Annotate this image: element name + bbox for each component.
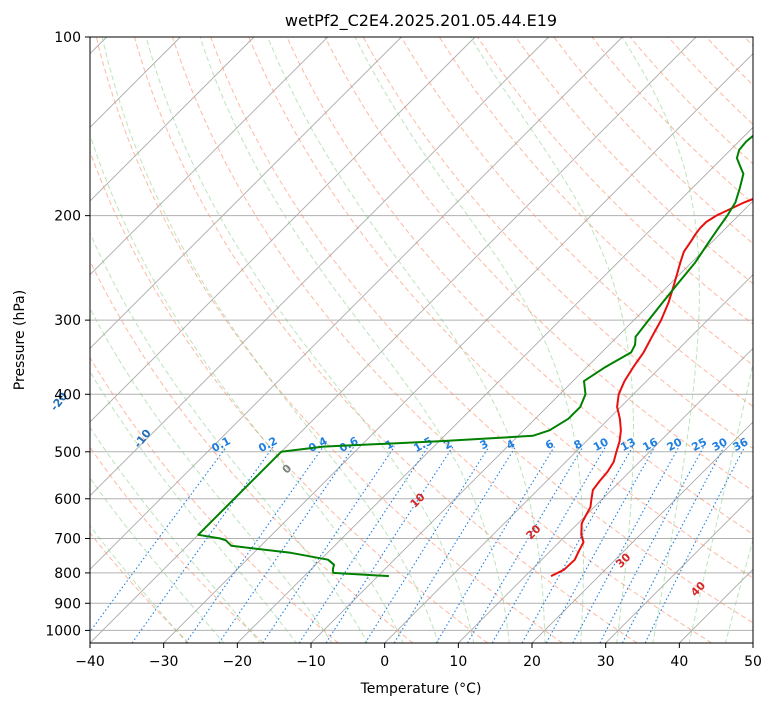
mixing-ratio-label: 16: [640, 435, 660, 454]
dry-adiabat-line: [210, 37, 753, 624]
isotherm-line: [90, 37, 697, 643]
x-tick-label: −30: [149, 654, 179, 670]
isotherm-line: [90, 37, 623, 570]
dry-adiabat-line: [90, 260, 414, 643]
mixing-ratio-label: 25: [689, 435, 709, 454]
isotherm-line: [90, 37, 255, 202]
y-tick-label: 900: [54, 596, 81, 612]
x-tick-label: 10: [449, 654, 467, 670]
x-tick-label: 20: [523, 654, 541, 670]
moist-adiabat-line: [90, 231, 369, 643]
isotherm-line: [163, 53, 753, 643]
mixing-ratio-label: 36: [731, 435, 751, 454]
plot-background: [90, 37, 753, 643]
plot-area: [90, 37, 753, 643]
moist-adiabat-line: [267, 37, 546, 643]
moist-adiabat-line: [90, 133, 404, 643]
x-tick-label: 50: [744, 654, 762, 670]
dry-adiabat-line: [477, 37, 753, 325]
moist-adiabat-line: [470, 37, 634, 643]
mixing-ratio-label: 13: [618, 435, 638, 454]
y-tick-label: 300: [54, 313, 81, 329]
y-tick-label: 700: [54, 532, 81, 548]
moist-adiabat-line: [688, 361, 753, 643]
mixing-ratio-label: 10: [591, 435, 611, 454]
dry-adiabat-line: [248, 37, 753, 579]
x-tick-label: −10: [296, 654, 326, 670]
dry-adiabat-line: [324, 37, 753, 492]
dry-adiabat-line: [90, 532, 190, 643]
mixing-ratio-label: 20: [665, 435, 685, 454]
mixing-ratio-line: [325, 446, 454, 643]
y-tick-label: 1000: [45, 623, 81, 639]
x-tick-label: 40: [670, 654, 688, 670]
mixing-ratio-line: [621, 446, 725, 643]
mixing-ratio-line: [435, 446, 555, 643]
isotherm-line: [90, 37, 476, 423]
x-tick-label: 30: [597, 654, 615, 670]
dry-adiabat-line: [438, 37, 753, 366]
dry-adiabat-line: [95, 37, 563, 643]
dry-adiabat-line: [591, 37, 753, 205]
plot-frame: [89, 36, 754, 644]
isotherm-line: [752, 642, 753, 643]
dry-adiabat-line: [286, 37, 753, 535]
y-tick-label: 400: [54, 387, 81, 403]
isotherm-line: [90, 37, 328, 276]
moist-adiabat-line: [724, 538, 753, 643]
y-tick-label: 500: [54, 445, 81, 461]
mixing-ratio-line: [545, 446, 656, 643]
isotherm-line: [458, 347, 753, 643]
mixing-ratio-line: [185, 446, 324, 643]
mixing-ratio-line: [467, 446, 584, 643]
dry-adiabat-line: [400, 37, 753, 408]
isotherm-line: [90, 37, 549, 497]
moist-adiabat-line: [90, 477, 225, 643]
moist-adiabat-line: [199, 37, 510, 643]
moist-adiabat-line: [145, 37, 475, 643]
temperature-line: [550, 197, 753, 577]
dry-adiabat-line: [553, 37, 753, 245]
profile-series: [197, 134, 753, 578]
y-tick-label: 600: [54, 492, 81, 508]
isotherm-line: [237, 126, 753, 643]
moist-adiabat-line: [621, 37, 700, 643]
y-tick-label: 100: [54, 30, 81, 46]
mixing-ratio-line: [364, 446, 490, 643]
mixing-ratio-line: [90, 446, 228, 633]
isotherm-line: [605, 495, 753, 643]
x-tick-label: −40: [75, 654, 105, 670]
moist-adiabat-line: [354, 37, 584, 643]
dry-adiabat-line: [362, 37, 753, 450]
mixing-ratio-line: [262, 446, 396, 643]
moist-adiabat-line: [90, 307, 333, 643]
moist-adiabat-line: [101, 37, 439, 643]
y-tick-label: 800: [54, 566, 81, 582]
dry-adiabat-line: [90, 356, 339, 643]
plot-border: [89, 36, 754, 644]
dry-adiabat-line: [172, 37, 712, 643]
moist-adiabat-line: [90, 426, 261, 643]
mixing-ratio-line: [644, 446, 746, 643]
mixing-ratio-line: [218, 446, 355, 643]
isotherm-line: [384, 274, 753, 643]
dry-adiabat-line: [133, 37, 638, 643]
y-tick-label: 200: [54, 209, 81, 225]
mixing-ratio-line: [393, 446, 517, 643]
background-lines: [90, 37, 753, 643]
axes: −40 −30 −20 −10 0 10 20 30 40 50 1000 900 800 700 600 5…: [45, 30, 762, 670]
mixing-ratio-label: 30: [710, 435, 730, 454]
isotherm-line: [90, 37, 402, 349]
dewpoint-line: [197, 134, 753, 578]
x-tick-label: 0: [380, 654, 389, 670]
isotherm-line: [531, 421, 753, 643]
y-axis-title: Pressure (hPa): [12, 290, 28, 390]
chart-title: wetPf2_C2E4.2025.201.05.44.E19: [285, 11, 557, 31]
mixing-ratio-line: [131, 446, 274, 643]
x-tick-label: −20: [223, 654, 253, 670]
x-axis-title: Temperature (°C): [360, 681, 482, 697]
mixing-ratio-line: [298, 446, 429, 643]
